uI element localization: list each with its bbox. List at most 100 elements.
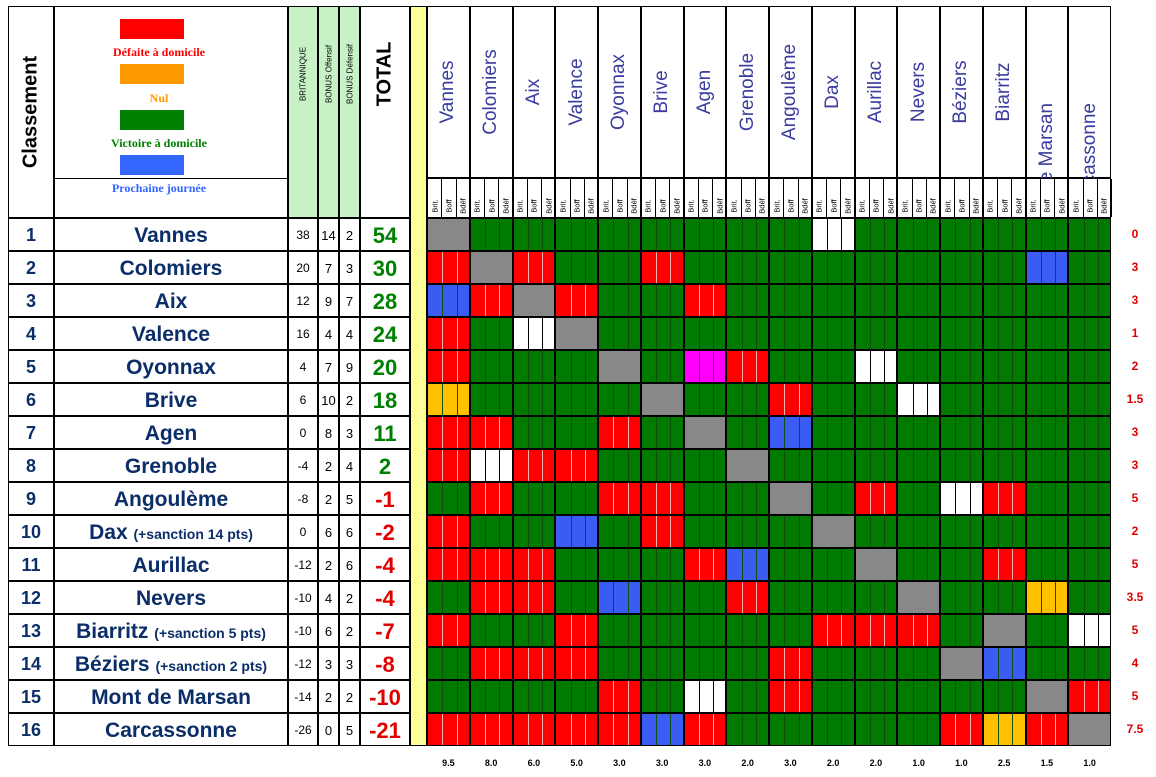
match-cell[interactable] bbox=[940, 383, 983, 416]
match-cell[interactable] bbox=[598, 515, 641, 548]
match-cell[interactable] bbox=[469, 515, 513, 548]
match-cell[interactable] bbox=[769, 350, 812, 383]
match-cell[interactable] bbox=[1068, 515, 1111, 548]
match-cell[interactable] bbox=[897, 251, 940, 284]
match-cell[interactable] bbox=[1025, 218, 1069, 251]
match-cell[interactable] bbox=[427, 350, 470, 383]
match-cell[interactable] bbox=[1025, 680, 1069, 713]
match-cell[interactable] bbox=[427, 383, 470, 416]
match-cell[interactable] bbox=[1068, 383, 1111, 416]
match-cell[interactable] bbox=[854, 482, 898, 515]
match-cell[interactable] bbox=[427, 482, 470, 515]
match-cell[interactable] bbox=[726, 449, 769, 482]
match-cell[interactable] bbox=[1025, 383, 1069, 416]
match-cell[interactable] bbox=[469, 713, 513, 746]
match-cell[interactable] bbox=[769, 680, 812, 713]
match-cell[interactable] bbox=[427, 548, 470, 581]
match-cell[interactable] bbox=[726, 218, 769, 251]
match-cell[interactable] bbox=[1068, 284, 1111, 317]
match-cell[interactable] bbox=[726, 713, 769, 746]
match-cell[interactable] bbox=[1068, 713, 1111, 746]
match-cell[interactable] bbox=[640, 647, 684, 680]
match-cell[interactable] bbox=[469, 350, 513, 383]
match-cell[interactable] bbox=[811, 713, 855, 746]
match-cell[interactable] bbox=[940, 218, 983, 251]
match-cell[interactable] bbox=[683, 515, 727, 548]
match-cell[interactable] bbox=[512, 350, 556, 383]
match-cell[interactable] bbox=[940, 548, 983, 581]
match-cell[interactable] bbox=[897, 482, 940, 515]
match-cell[interactable] bbox=[811, 383, 855, 416]
match-cell[interactable] bbox=[427, 449, 470, 482]
match-cell[interactable] bbox=[811, 515, 855, 548]
match-cell[interactable] bbox=[683, 284, 727, 317]
match-cell[interactable] bbox=[854, 548, 898, 581]
match-cell[interactable] bbox=[640, 449, 684, 482]
match-cell[interactable] bbox=[811, 416, 855, 449]
match-cell[interactable] bbox=[683, 482, 727, 515]
match-cell[interactable] bbox=[683, 218, 727, 251]
match-cell[interactable] bbox=[1025, 449, 1069, 482]
match-cell[interactable] bbox=[598, 713, 641, 746]
match-cell[interactable] bbox=[640, 482, 684, 515]
match-cell[interactable] bbox=[598, 317, 641, 350]
match-cell[interactable] bbox=[598, 218, 641, 251]
match-cell[interactable] bbox=[427, 515, 470, 548]
match-cell[interactable] bbox=[982, 614, 1026, 647]
match-cell[interactable] bbox=[555, 317, 598, 350]
match-cell[interactable] bbox=[769, 581, 812, 614]
match-cell[interactable] bbox=[469, 383, 513, 416]
match-cell[interactable] bbox=[598, 647, 641, 680]
match-cell[interactable] bbox=[640, 713, 684, 746]
match-cell[interactable] bbox=[469, 680, 513, 713]
match-cell[interactable] bbox=[683, 614, 727, 647]
match-cell[interactable] bbox=[427, 647, 470, 680]
match-cell[interactable] bbox=[512, 317, 556, 350]
match-cell[interactable] bbox=[897, 680, 940, 713]
match-cell[interactable] bbox=[726, 284, 769, 317]
match-cell[interactable] bbox=[469, 317, 513, 350]
match-cell[interactable] bbox=[555, 515, 598, 548]
match-cell[interactable] bbox=[854, 350, 898, 383]
match-cell[interactable] bbox=[683, 416, 727, 449]
match-cell[interactable] bbox=[897, 647, 940, 680]
match-cell[interactable] bbox=[769, 284, 812, 317]
match-cell[interactable] bbox=[1025, 548, 1069, 581]
match-cell[interactable] bbox=[982, 416, 1026, 449]
match-cell[interactable] bbox=[940, 647, 983, 680]
match-cell[interactable] bbox=[598, 548, 641, 581]
match-cell[interactable] bbox=[940, 482, 983, 515]
match-cell[interactable] bbox=[726, 647, 769, 680]
match-cell[interactable] bbox=[683, 350, 727, 383]
match-cell[interactable] bbox=[940, 515, 983, 548]
match-cell[interactable] bbox=[854, 284, 898, 317]
match-cell[interactable] bbox=[769, 548, 812, 581]
match-cell[interactable] bbox=[427, 284, 470, 317]
match-cell[interactable] bbox=[683, 581, 727, 614]
match-cell[interactable] bbox=[427, 317, 470, 350]
match-cell[interactable] bbox=[598, 581, 641, 614]
match-cell[interactable] bbox=[427, 713, 470, 746]
match-cell[interactable] bbox=[726, 548, 769, 581]
match-cell[interactable] bbox=[469, 218, 513, 251]
match-cell[interactable] bbox=[427, 680, 470, 713]
match-cell[interactable] bbox=[512, 284, 556, 317]
match-cell[interactable] bbox=[769, 251, 812, 284]
match-cell[interactable] bbox=[1025, 284, 1069, 317]
match-cell[interactable] bbox=[598, 350, 641, 383]
match-cell[interactable] bbox=[469, 251, 513, 284]
match-cell[interactable] bbox=[640, 614, 684, 647]
match-cell[interactable] bbox=[897, 284, 940, 317]
match-cell[interactable] bbox=[555, 680, 598, 713]
match-cell[interactable] bbox=[1025, 614, 1069, 647]
match-cell[interactable] bbox=[1025, 581, 1069, 614]
match-cell[interactable] bbox=[555, 647, 598, 680]
match-cell[interactable] bbox=[598, 284, 641, 317]
match-cell[interactable] bbox=[940, 581, 983, 614]
match-cell[interactable] bbox=[640, 350, 684, 383]
match-cell[interactable] bbox=[512, 713, 556, 746]
match-cell[interactable] bbox=[598, 383, 641, 416]
match-cell[interactable] bbox=[811, 218, 855, 251]
match-cell[interactable] bbox=[683, 548, 727, 581]
match-cell[interactable] bbox=[940, 350, 983, 383]
